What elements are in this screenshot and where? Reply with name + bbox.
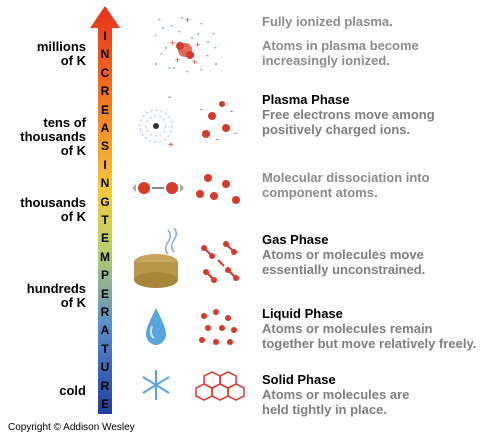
liquid-phase-description: Atoms or molecules remain together but m… [262,321,477,351]
dissociation-text: Molecular dissociation into component at… [262,170,430,200]
phase-illustrations: + + + + + --- --- --- --- - + [130,8,260,418]
solid-phase-description: Atoms or molecules are held tightly in p… [262,387,410,417]
svg-text:-: - [212,29,215,38]
temp-label-millions: millions of K [36,39,86,68]
plasma-atom-icon: - + [139,92,174,151]
dissociating-molecule-icon [132,182,184,194]
arrow-letter: S [100,139,109,154]
copyright-text: Copyright © Addison Wesley [8,422,135,433]
liquid-molecules-icon [199,309,237,345]
svg-text:-: - [160,49,163,58]
svg-text:+: + [195,40,200,50]
svg-text:-: - [178,27,181,36]
dissociated-atoms-icon [196,174,240,204]
plasma-ions-icon: - - - - [200,101,237,144]
snowflake-icon [142,370,170,400]
liquid-phase-block: Liquid Phase Atoms or molecules remain t… [262,306,476,351]
arrow-letter: C [100,65,110,80]
arrow-letter: I [103,29,107,43]
gas-phase-description: Atoms or molecules move essentially unco… [262,247,426,277]
ionized-plasma-icon: + + + + + -- - --- --- - -- [154,15,217,76]
svg-text:+: + [170,38,175,48]
solid-phase-title: Solid Phase [262,372,336,387]
arrow-letter: E [100,102,109,117]
arrow-letter: I [103,157,107,172]
gas-molecules-icon [201,241,239,283]
svg-text:-: - [200,104,203,114]
temp-label-tens-of-thousands: tens of thousands of K [20,115,86,158]
svg-text:-: - [168,92,171,103]
arrow-letter: A [100,121,110,135]
svg-text:-: - [186,67,189,76]
gas-phase-block: Gas Phase Atoms or molecules move essent… [262,232,425,277]
arrow-letter: E [100,231,109,246]
arrow-letter: N [100,176,110,191]
temp-label-cold: cold [59,383,86,398]
arrow-letter: R [100,378,110,393]
svg-text:-: - [230,106,233,116]
arrow-letter: A [100,323,110,338]
solid-lattice-icon [195,371,245,401]
arrow-letter: T [101,341,109,356]
arrow-letter: U [100,360,110,375]
increasingly-ionized-text: Atoms in plasma become increasingly ioni… [262,38,419,68]
plasma-phase-description: Free electrons move among positively cha… [262,107,435,137]
gas-phase-title: Gas Phase [262,232,329,247]
arrow-letter: T [101,213,109,227]
temperature-label-column: millions of K tens of thousands of K tho… [0,0,86,439]
svg-text:-: - [154,31,157,40]
steaming-pot-icon [134,227,178,288]
arrow-letter: R [100,305,110,319]
svg-text:-: - [170,21,173,30]
temp-label-hundreds: hundreds of K [26,281,86,310]
liquid-phase-title: Liquid Phase [262,306,343,321]
svg-text:-: - [206,51,209,60]
arrow-letter: E [100,286,109,301]
solid-phase-block: Solid Phase Atoms or molecules are held … [262,372,409,417]
arrow-letter: N [100,47,110,62]
svg-text:-: - [214,43,217,52]
svg-text:-: - [168,63,171,72]
temperature-arrow-graphic [90,6,120,414]
svg-text:+: + [192,57,197,67]
svg-text:-: - [200,19,203,28]
temp-label-thousands: thousands of K [20,195,86,224]
svg-text:+: + [185,15,190,25]
svg-text:+: + [175,55,180,65]
svg-text:-: - [158,15,161,24]
water-drop-icon [146,308,166,345]
plasma-phase-title: Plasma Phase [262,92,350,107]
plasma-phase-block: Plasma Phase Free electrons move among p… [262,92,435,137]
svg-text:-: - [216,134,219,144]
svg-text:+: + [168,140,174,151]
svg-text:-: - [200,65,203,74]
arrow-letter: G [100,194,110,209]
arrow-letter: P [100,268,109,283]
fully-ionized-text: Fully ionized plasma. [262,14,393,29]
arrow-letter: M [100,249,110,264]
arrow-letter: R [100,84,110,99]
arrow-letter: E [100,397,109,411]
svg-text:-: - [234,128,237,138]
